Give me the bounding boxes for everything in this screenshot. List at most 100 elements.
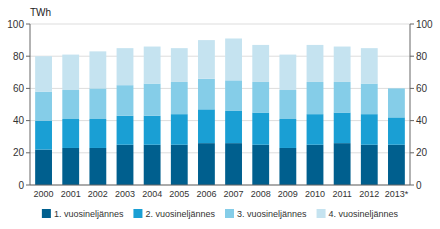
y-tick-label: 20	[13, 147, 25, 158]
x-tick-label: 2010	[305, 189, 325, 199]
bar-segment	[388, 117, 405, 144]
bar-segment	[225, 80, 242, 111]
legend-swatch	[133, 209, 142, 218]
x-tick-label: 2004	[142, 189, 162, 199]
legend-item: 1. vuosineljännes	[42, 209, 124, 219]
bar-segment	[279, 119, 296, 148]
y-tick	[26, 24, 30, 25]
bar-segment	[35, 150, 52, 185]
y-axis-label: TWh	[30, 7, 51, 18]
grid-line	[30, 24, 410, 25]
axes: 0204060801000204060801002000200120022003…	[7, 19, 433, 200]
y-tick-label: 40	[13, 115, 25, 126]
bar-segment	[388, 88, 405, 117]
y2-axis-line	[410, 24, 411, 185]
y2-tick	[410, 185, 414, 186]
bar-segment	[171, 114, 188, 145]
legend-label: 3. vuosineljännes	[237, 209, 307, 219]
bar-segment	[198, 143, 215, 185]
grid-line	[30, 88, 410, 89]
legend-item: 3. vuosineljännes	[225, 209, 307, 219]
bar-segment	[307, 114, 324, 145]
bar-segment	[144, 145, 161, 185]
bar-segment	[307, 45, 324, 82]
bar-segment	[334, 113, 351, 144]
bar-segment	[89, 88, 106, 119]
legend-swatch	[42, 209, 51, 218]
x-tick-label: 2002	[88, 189, 108, 199]
bar-segment	[279, 55, 296, 90]
bar-segment	[334, 143, 351, 185]
y2-tick-label: 20	[416, 147, 428, 158]
bar-segment	[361, 48, 378, 83]
bar-segment	[334, 47, 351, 82]
x-tick-label: 2005	[169, 189, 189, 199]
y2-tick-label: 0	[416, 180, 422, 191]
y2-tick-label: 100	[416, 19, 433, 30]
grid-line	[30, 120, 410, 121]
bar-segment	[117, 145, 134, 185]
bars	[35, 38, 405, 185]
bar-segment	[198, 79, 215, 110]
y-tick-label: 100	[7, 19, 24, 30]
x-tick-label: 2003	[115, 189, 135, 199]
x-tick-label: 2007	[224, 189, 244, 199]
y-tick	[26, 185, 30, 186]
x-tick-label: 2001	[61, 189, 81, 199]
bar-segment	[89, 51, 106, 88]
bar-segment	[334, 82, 351, 113]
y-tick	[26, 120, 30, 121]
grid-line	[30, 56, 410, 57]
y2-tick	[410, 56, 414, 57]
bar-segment	[89, 148, 106, 185]
chart: 0204060801000204060801002000200120022003…	[0, 0, 440, 229]
bar-segment	[198, 109, 215, 143]
y2-tick	[410, 88, 414, 89]
bar-segment	[117, 85, 134, 116]
bar-segment	[62, 148, 79, 185]
bar-segment	[62, 55, 79, 90]
series	[35, 38, 378, 91]
bar-segment	[361, 84, 378, 115]
legend-label: 4. vuosineljännes	[329, 209, 399, 219]
x-tick-label: 2000	[34, 189, 54, 199]
bar-segment	[62, 90, 79, 119]
y-tick	[26, 56, 30, 57]
page: {"chart_data": {"type": "bar", "stacked"…	[0, 0, 440, 229]
y2-tick	[410, 120, 414, 121]
grid	[30, 24, 410, 185]
bar-segment	[252, 113, 269, 145]
y2-tick	[410, 152, 414, 153]
x-tick-label: 2011	[332, 189, 351, 199]
legend-label: 1. vuosineljännes	[54, 209, 124, 219]
x-tick-label: 2013*	[385, 189, 409, 199]
bar-segment	[89, 119, 106, 148]
bar-segment	[144, 84, 161, 116]
x-tick-label: 2012	[359, 189, 379, 199]
y2-tick-label: 80	[416, 51, 428, 62]
bar-segment	[388, 88, 405, 89]
bar-segment	[225, 143, 242, 185]
bar-segment	[171, 82, 188, 114]
grid-line	[30, 185, 410, 186]
bar-segment	[361, 114, 378, 145]
bar-segment	[171, 48, 188, 82]
legend-swatch	[317, 209, 326, 218]
y-tick-label: 60	[13, 83, 25, 94]
x-axis-line	[30, 185, 410, 186]
y-tick-label: 0	[18, 180, 24, 191]
legend-item: 4. vuosineljännes	[317, 209, 399, 219]
bar-segment	[171, 145, 188, 185]
y-tick	[26, 88, 30, 89]
bar-segment	[388, 145, 405, 185]
bar-segment	[117, 48, 134, 85]
y2-tick-label: 40	[416, 115, 428, 126]
x-tick-label: 2008	[251, 189, 271, 199]
bar-segment	[144, 47, 161, 84]
bar-segment	[35, 92, 52, 121]
bar-segment	[252, 145, 269, 185]
y-tick-label: 80	[13, 51, 25, 62]
bar-segment	[279, 90, 296, 119]
bar-segment	[252, 45, 269, 82]
bar-segment	[35, 56, 52, 91]
